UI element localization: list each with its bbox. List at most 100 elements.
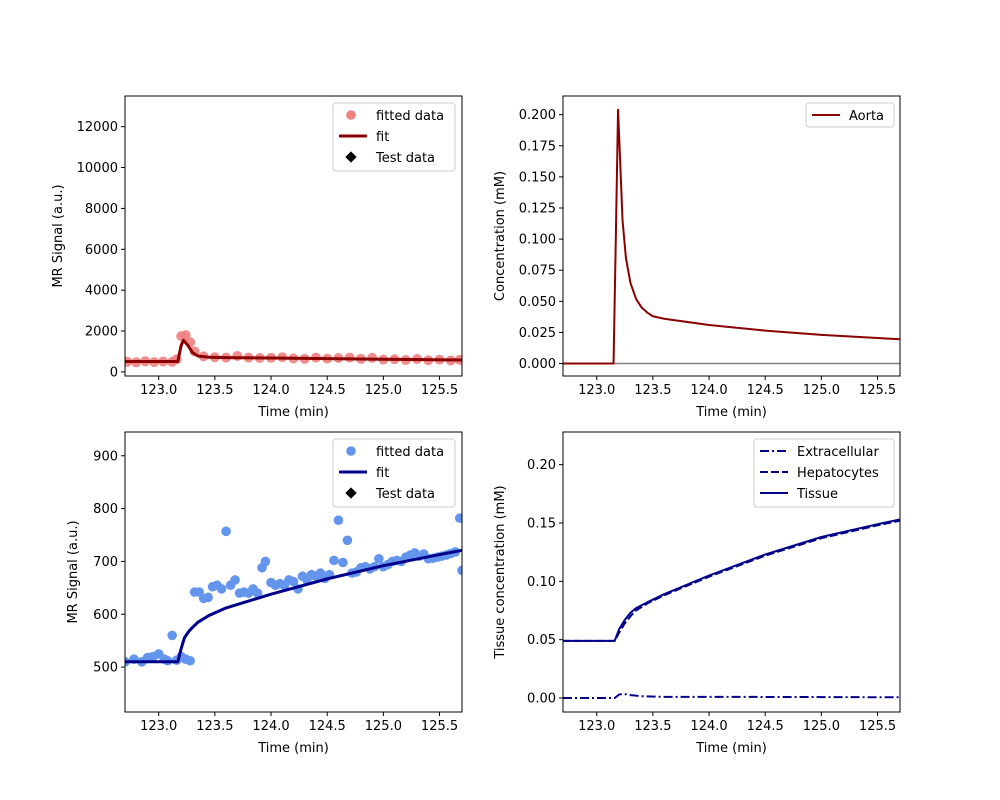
- x-tick-label: 123.5: [634, 719, 671, 734]
- data-point: [288, 576, 299, 587]
- axes-frame: [562, 95, 901, 377]
- legend-frame: [332, 438, 456, 508]
- y-tick-label: 8000: [85, 202, 118, 217]
- y-tick-label: 10000: [77, 161, 118, 176]
- x-tick-label: 123.0: [578, 719, 615, 734]
- x-axis-label: Time (min): [695, 741, 767, 756]
- legend-label: Extracellular: [797, 445, 880, 460]
- data-point: [180, 330, 191, 341]
- y-tick-label: 0.10: [527, 575, 556, 590]
- legend-label: Test data: [375, 487, 435, 502]
- legend-label: Test data: [375, 151, 435, 166]
- data-point: [338, 557, 348, 568]
- x-tick-label: 125.0: [365, 719, 402, 734]
- y-tick-label: 0.05: [527, 633, 556, 648]
- data-point: [216, 584, 227, 594]
- data-point: [333, 515, 344, 526]
- legend-label: fit: [376, 466, 389, 481]
- y-tick-label: 4000: [85, 284, 118, 299]
- y-tick-label: 0.050: [519, 295, 556, 310]
- x-axis-label: Time (min): [257, 741, 329, 756]
- data-point: [203, 592, 213, 603]
- chart-2: 123.0 123.5 124.0 124.5 125.0 125.5 0.000 0.025…: [493, 95, 901, 420]
- y-tick-label: 500: [93, 661, 118, 676]
- x-tick-label: 123.5: [634, 383, 671, 398]
- series-line-hepatocytes: [563, 519, 900, 642]
- x-tick-label: 124.0: [252, 383, 289, 398]
- x-tick-label: 124.5: [309, 719, 346, 734]
- plot-area: [563, 108, 900, 365]
- legend-marker-circle: [346, 110, 356, 120]
- x-tick-label: 123.0: [140, 719, 177, 734]
- y-tick-label: 0.15: [527, 517, 556, 532]
- data-point: [260, 556, 271, 567]
- x-tick-label: 123.0: [140, 383, 177, 398]
- x-tick-label: 125.5: [859, 383, 896, 398]
- fit-line: [125, 548, 462, 664]
- legend-frame: [753, 438, 895, 508]
- series-line-aorta: [563, 108, 900, 365]
- data-point: [167, 630, 177, 641]
- x-tick-label: 124.5: [747, 383, 784, 398]
- plot-area: [125, 330, 462, 368]
- x-tick-label: 125.5: [859, 719, 896, 734]
- x-tick-label: 124.0: [690, 719, 727, 734]
- data-point: [232, 350, 243, 361]
- y-tick-label: 900: [93, 449, 118, 464]
- y-axis-label: Tissue concentration (mM): [493, 485, 508, 659]
- chart-4: 123.0 123.5 124.0 124.5 125.0 125.5 0.00 0.05 0.…: [493, 431, 901, 756]
- y-tick-label: 0.125: [519, 202, 556, 217]
- legend-label: fit: [376, 130, 389, 145]
- x-tick-label: 123.5: [196, 383, 233, 398]
- data-point: [185, 655, 195, 666]
- legend-frame: [805, 102, 895, 128]
- plot-area: [563, 518, 900, 699]
- chart-3: 123.0 123.5 124.0 124.5 125.0 125.5 500 600 700 8…: [66, 431, 463, 756]
- x-tick-label: 124.5: [747, 719, 784, 734]
- y-tick-label: 0.175: [519, 139, 556, 154]
- legend: fitted data fit Test data: [332, 102, 456, 172]
- data-point: [457, 565, 462, 576]
- y-axis-label: MR Signal (a.u.): [51, 184, 66, 287]
- data-point: [374, 553, 384, 564]
- x-tick-label: 125.0: [365, 383, 402, 398]
- data-point: [252, 588, 263, 598]
- legend-label: Aorta: [849, 109, 884, 124]
- legend: Extracellular Hepatocytes Tissue: [753, 438, 895, 508]
- legend-marker-circle: [346, 446, 356, 456]
- legend-label: Hepatocytes: [797, 466, 879, 481]
- x-axis-label: Time (min): [257, 405, 329, 420]
- x-tick-label: 123.5: [196, 719, 233, 734]
- y-tick-label: 0.075: [519, 264, 556, 279]
- plot-area: [125, 513, 462, 667]
- series-line-tissue: [563, 518, 900, 642]
- data-point: [221, 526, 231, 537]
- legend-label: fitted data: [376, 445, 444, 460]
- data-point: [342, 535, 353, 546]
- axes-frame: [562, 431, 901, 713]
- fit-line: [125, 338, 462, 363]
- x-tick-label: 124.0: [690, 383, 727, 398]
- x-tick-label: 124.0: [252, 719, 289, 734]
- y-tick-label: 0.100: [519, 233, 556, 248]
- data-point: [454, 513, 462, 523]
- y-tick-label: 600: [93, 608, 118, 623]
- y-tick-label: 0.150: [519, 170, 556, 185]
- legend-marker-diamond: [345, 151, 357, 163]
- y-tick-label: 6000: [85, 243, 118, 258]
- x-tick-label: 125.5: [421, 383, 458, 398]
- data-point: [329, 555, 339, 566]
- y-tick-label: 12000: [77, 120, 118, 135]
- data-point: [230, 575, 240, 585]
- x-tick-label: 124.5: [309, 383, 346, 398]
- chart-1: 123.0 123.5 124.0 124.5 125.0 125.5 0 2000 4000 6…: [51, 95, 463, 420]
- y-tick-label: 2000: [85, 325, 118, 340]
- y-tick-label: 0.00: [527, 692, 556, 707]
- y-tick-label: 700: [93, 555, 118, 570]
- y-axis-label: Concentration (mM): [493, 171, 508, 301]
- y-tick-label: 0.000: [519, 357, 556, 372]
- legend: Aorta: [805, 102, 895, 128]
- legend: fitted data fit Test data: [332, 438, 456, 508]
- y-tick-label: 0.200: [519, 108, 556, 123]
